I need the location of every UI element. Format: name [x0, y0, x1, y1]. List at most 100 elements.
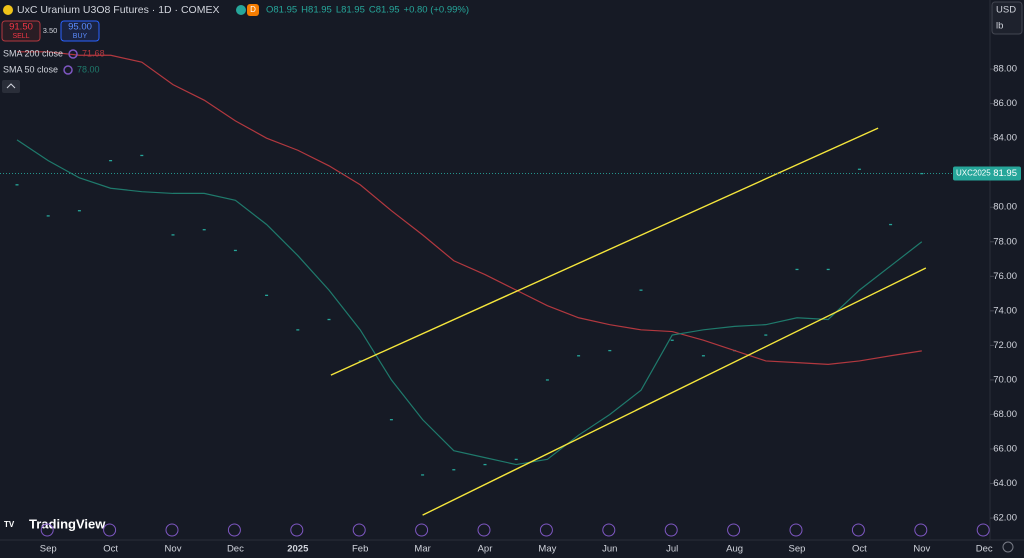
x-tick-label: Dec — [227, 544, 244, 555]
ohlc-value: L81.95 — [336, 5, 365, 16]
collapse-button[interactable] — [2, 80, 20, 93]
event-icon — [976, 523, 990, 537]
event-icon — [165, 523, 179, 537]
price-dot — [421, 474, 425, 476]
series-line — [17, 51, 922, 365]
status-dot — [236, 5, 246, 15]
price-dot — [140, 154, 144, 157]
event-icon — [727, 523, 741, 537]
y-tick-label: 66.00 — [993, 444, 1017, 455]
brand-logo: TV — [4, 520, 15, 529]
price-dot — [639, 289, 643, 291]
y-tick-label: 84.00 — [993, 133, 1017, 144]
x-tick-label: Jun — [602, 544, 617, 555]
event-icon — [352, 523, 366, 537]
x-tick-label: Sep — [789, 544, 806, 555]
x-tick-label: May — [538, 544, 556, 555]
price-dot — [233, 249, 237, 252]
sell-label[interactable]: SELL — [12, 33, 29, 40]
y-tick-label: 68.00 — [993, 409, 1017, 420]
legend-icon — [63, 65, 73, 75]
x-tick-label: Mar — [414, 544, 430, 555]
price-dot — [483, 463, 487, 466]
sell-button[interactable] — [1, 20, 41, 42]
x-tick-label: Jul — [666, 544, 678, 555]
price-dot — [608, 349, 612, 352]
unit[interactable]: lb — [996, 21, 1003, 32]
price-dot — [452, 469, 456, 471]
x-tick-label: Apr — [478, 544, 493, 555]
buy-button[interactable] — [60, 20, 100, 42]
y-tick-label: 76.00 — [993, 271, 1017, 282]
price-dot — [545, 379, 549, 381]
price-dot — [701, 355, 705, 357]
unit-box[interactable] — [991, 1, 1023, 35]
price-dot — [296, 329, 300, 331]
y-tick-label: 88.00 — [993, 64, 1017, 75]
ohlc-value: +0.80 (+0.99%) — [404, 5, 470, 16]
trend-line — [330, 127, 879, 376]
price-dot — [202, 229, 206, 231]
x-tick-label: Dec — [976, 544, 993, 555]
x-tick-label: 2025 — [287, 544, 309, 555]
event-icon — [789, 523, 803, 537]
x-tick-label: Aug — [726, 544, 743, 555]
event-icon — [851, 523, 865, 537]
event-icon — [103, 523, 117, 537]
ohlc-value: H81.95 — [301, 5, 332, 16]
event-icon — [602, 523, 616, 537]
legend-icon — [68, 49, 78, 59]
legend-name: SMA 200 close — [3, 48, 63, 58]
price-dot — [15, 184, 19, 186]
ohlc-value: C81.95 — [369, 5, 400, 16]
y-tick-label: 86.00 — [993, 98, 1017, 109]
event-icon — [477, 523, 491, 537]
price-dot — [577, 355, 581, 357]
chart-title: UxC Uranium U3O8 Futures · 1D · COMEX — [17, 4, 219, 16]
brand: TradingView — [29, 516, 106, 531]
x-tick-label: Nov — [913, 544, 930, 555]
spread: 3.50 — [43, 26, 58, 35]
event-icon — [539, 523, 553, 537]
sell-price[interactable]: 91.50 — [9, 22, 33, 33]
settings-icon[interactable] — [1002, 541, 1014, 553]
trend-line — [422, 267, 927, 516]
x-tick-label: Sep — [40, 544, 57, 555]
series-line — [16, 139, 923, 466]
price-dot — [389, 419, 393, 421]
event-icon — [40, 523, 54, 537]
y-tick-label: 74.00 — [993, 305, 1017, 316]
badge: D — [250, 5, 256, 14]
y-tick-label: 80.00 — [993, 202, 1017, 213]
x-tick-label: Feb — [352, 544, 368, 555]
y-tick-label: 64.00 — [993, 478, 1017, 489]
ohlc: O81.95 H81.95 L81.95 C81.95 +0.80 (+0.99%) — [266, 5, 469, 16]
y-tick-label: 72.00 — [993, 340, 1017, 351]
price-dot — [857, 168, 861, 170]
price-tag-bg — [953, 166, 1021, 181]
price-tag-name: UXC2025 — [956, 169, 991, 178]
buy-price[interactable]: 95.00 — [68, 22, 92, 33]
x-tick-label: Oct — [852, 544, 867, 555]
price-dot — [46, 215, 50, 217]
price-dot — [889, 223, 893, 226]
buy-label[interactable]: BUY — [73, 33, 88, 40]
collapse-icon[interactable] — [6, 83, 16, 89]
y-tick-label: 78.00 — [993, 236, 1017, 247]
currency[interactable]: USD — [996, 5, 1016, 16]
event-icon — [290, 523, 304, 537]
price-dot — [77, 210, 81, 212]
event-icon — [227, 523, 241, 537]
badge-bg — [247, 4, 259, 16]
y-tick-label: 70.00 — [993, 374, 1017, 385]
legend-name: SMA 50 close — [3, 64, 58, 74]
price-dot — [795, 268, 799, 271]
legend-value: 71.68 — [82, 48, 105, 58]
x-tick-label: Nov — [165, 544, 182, 555]
symbol-icon — [3, 5, 13, 15]
price-dot — [327, 318, 331, 321]
ohlc-value: O81.95 — [266, 5, 297, 16]
price-dot — [670, 339, 674, 341]
